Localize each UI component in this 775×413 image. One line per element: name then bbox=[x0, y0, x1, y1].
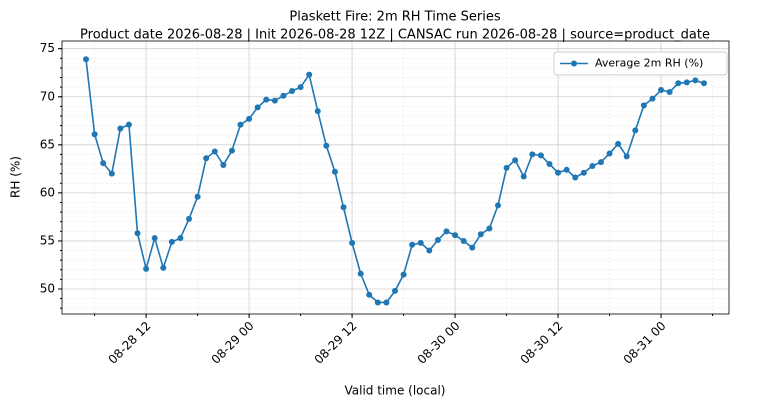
data-point bbox=[194, 193, 201, 200]
data-point bbox=[314, 108, 321, 115]
data-point bbox=[186, 215, 193, 222]
data-point bbox=[477, 231, 484, 238]
data-point bbox=[426, 247, 433, 254]
data-point bbox=[366, 291, 373, 298]
data-point bbox=[340, 204, 347, 211]
data-point bbox=[683, 79, 690, 86]
x-tick-label: 08-31 00 bbox=[621, 319, 669, 367]
data-point bbox=[134, 230, 141, 237]
data-point bbox=[580, 169, 587, 176]
data-point bbox=[443, 228, 450, 235]
data-point bbox=[486, 225, 493, 232]
data-point bbox=[563, 166, 570, 173]
x-tick-label: 08-29 12 bbox=[312, 319, 360, 367]
data-point bbox=[203, 155, 210, 162]
data-point bbox=[237, 121, 244, 128]
data-point bbox=[263, 96, 270, 103]
data-point bbox=[434, 236, 441, 243]
data-point bbox=[297, 84, 304, 91]
data-point bbox=[555, 169, 562, 176]
series-line bbox=[85, 59, 705, 304]
y-tick-label: 70 bbox=[40, 89, 55, 103]
data-point bbox=[503, 164, 510, 171]
data-point bbox=[349, 239, 356, 246]
data-point bbox=[572, 174, 579, 181]
y-tick-label: 75 bbox=[40, 41, 55, 55]
data-point bbox=[289, 87, 296, 94]
y-axis-label: RH (%) bbox=[9, 156, 23, 198]
data-point bbox=[143, 265, 150, 272]
data-point bbox=[160, 264, 167, 271]
data-point bbox=[246, 115, 253, 122]
data-point bbox=[271, 97, 278, 104]
data-point bbox=[649, 95, 656, 102]
data-point bbox=[640, 102, 647, 109]
data-point bbox=[494, 202, 501, 209]
data-point bbox=[409, 241, 416, 248]
data-point bbox=[323, 142, 330, 149]
data-point bbox=[374, 299, 381, 306]
data-point bbox=[529, 151, 536, 158]
data-point bbox=[537, 152, 544, 159]
data-point bbox=[623, 153, 630, 160]
data-point bbox=[597, 159, 604, 166]
data-point bbox=[460, 237, 467, 244]
data-point bbox=[228, 147, 235, 154]
data-point bbox=[151, 235, 158, 242]
data-point bbox=[606, 150, 613, 157]
data-point bbox=[632, 127, 639, 134]
x-axis-label: Valid time (local) bbox=[345, 384, 446, 398]
data-point bbox=[83, 56, 90, 63]
data-point bbox=[211, 148, 218, 155]
data-point bbox=[675, 80, 682, 87]
data-point bbox=[400, 271, 407, 278]
data-point bbox=[280, 92, 287, 99]
data-point bbox=[254, 104, 261, 111]
legend-marker bbox=[571, 60, 577, 67]
y-tick-label: 55 bbox=[40, 233, 55, 247]
data-point bbox=[177, 235, 184, 242]
data-point bbox=[512, 157, 519, 164]
x-tick-label: 08-29 00 bbox=[209, 319, 257, 367]
data-point bbox=[100, 160, 107, 167]
data-point bbox=[383, 299, 390, 306]
data-point bbox=[331, 168, 338, 175]
data-point bbox=[589, 162, 596, 169]
data-point bbox=[700, 80, 707, 87]
data-point bbox=[417, 239, 424, 246]
data-point bbox=[615, 140, 622, 147]
data-point bbox=[108, 170, 115, 177]
y-tick-label: 50 bbox=[40, 282, 55, 296]
chart-subtitle: Product date 2026-08-28 | Init 2026-08-2… bbox=[80, 28, 710, 43]
data-point bbox=[452, 232, 459, 239]
chart-title: Plaskett Fire: 2m RH Time Series bbox=[289, 10, 500, 25]
x-tick-label: 08-30 00 bbox=[415, 319, 463, 367]
data-point bbox=[469, 244, 476, 251]
data-point bbox=[168, 238, 175, 245]
data-point bbox=[520, 173, 527, 180]
x-tick-label: 08-30 12 bbox=[518, 319, 566, 367]
data-point bbox=[125, 121, 132, 128]
data-point bbox=[220, 162, 227, 169]
legend-box bbox=[553, 51, 728, 76]
data-point bbox=[666, 88, 673, 95]
legend-label: Average 2m RH (%) bbox=[595, 57, 703, 70]
data-point bbox=[357, 270, 364, 277]
x-tick-label: 08-28 12 bbox=[106, 319, 154, 367]
y-tick-label: 60 bbox=[40, 185, 55, 199]
data-point bbox=[546, 161, 553, 168]
data-point bbox=[91, 131, 98, 138]
y-tick-label: 65 bbox=[40, 137, 55, 151]
data-point bbox=[658, 87, 665, 94]
plot-frame bbox=[61, 40, 730, 315]
data-point bbox=[306, 71, 313, 78]
data-point bbox=[692, 77, 699, 84]
data-point bbox=[391, 287, 398, 294]
data-point bbox=[117, 125, 124, 132]
